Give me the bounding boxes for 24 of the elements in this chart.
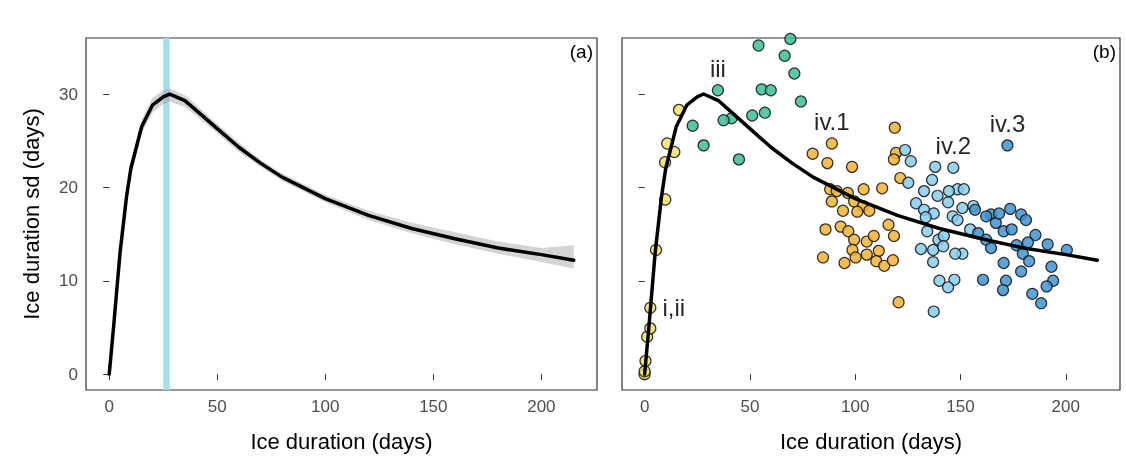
x-axis-title: Ice duration (days) bbox=[250, 428, 433, 454]
y-tick-label: 10 bbox=[59, 271, 78, 291]
series-label: iv.3 bbox=[989, 109, 1026, 137]
x-tick-label: 50 bbox=[207, 397, 227, 416]
x-tick-label: 100 bbox=[311, 397, 340, 416]
x-tick-label: 50 bbox=[740, 397, 760, 416]
y-tick-label: 0 bbox=[68, 364, 78, 384]
legend-label: i,ii bbox=[662, 294, 686, 322]
y-tick-label: 20 bbox=[59, 177, 78, 197]
x-axis-title: Ice duration (days) bbox=[779, 428, 963, 454]
x-tick-label: 150 bbox=[946, 397, 975, 416]
series-label: iii bbox=[709, 54, 726, 82]
annotation: (a) bbox=[569, 41, 594, 62]
x-tick-label: 150 bbox=[419, 397, 448, 416]
x-tick-label: 100 bbox=[841, 397, 870, 416]
x-tick-label: 0 bbox=[104, 397, 114, 416]
x-tick-label: 0 bbox=[639, 397, 650, 416]
x-tick-label: 200 bbox=[527, 397, 556, 416]
x-tick-label: 200 bbox=[1051, 397, 1080, 416]
series-label: iv.1 bbox=[814, 107, 850, 135]
annotation: (b) bbox=[1092, 41, 1117, 62]
y-axis-title: Ice duration sd (days) bbox=[18, 108, 44, 320]
y-tick-label: 30 bbox=[59, 84, 78, 104]
series-label: iv.2 bbox=[935, 132, 972, 160]
